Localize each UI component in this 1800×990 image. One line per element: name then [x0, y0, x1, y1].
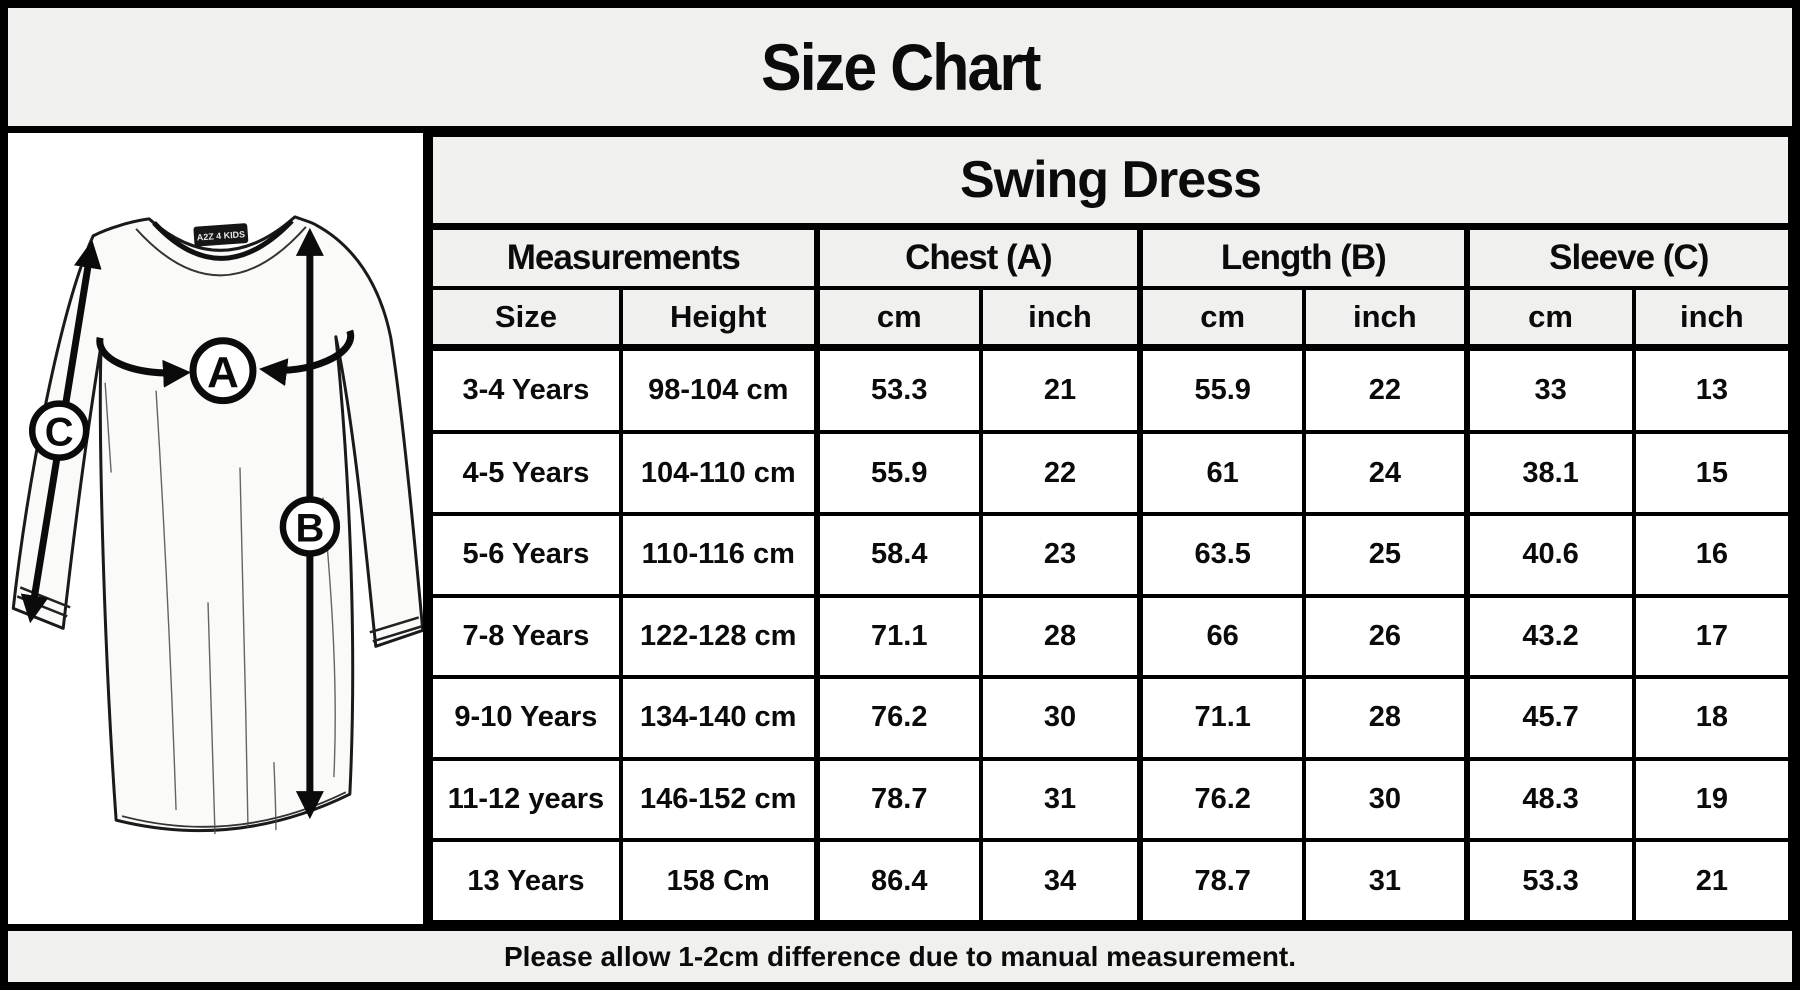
- value-cell: 86.4: [813, 838, 983, 924]
- value-cell: 30: [978, 675, 1143, 761]
- value-cell: 18: [1631, 675, 1793, 761]
- group-header-measurements: Measurements: [429, 224, 819, 290]
- table-row: 9-10 Years 134-140 cm 76.2 30 71.1 28 45.7 18: [429, 675, 1793, 761]
- value-cell: 63.5: [1137, 512, 1307, 598]
- main-area: A2Z 4 KIDS A: [8, 133, 1793, 924]
- size-table-section: Swing Dress Measurements Chest (A) Length …: [429, 133, 1793, 924]
- size-cell: 7-8 Years: [429, 593, 623, 680]
- value-cell: 26: [1302, 593, 1469, 680]
- height-cell: 110-116 cm: [618, 512, 819, 598]
- value-cell: 45.7: [1463, 675, 1636, 761]
- size-cell: 9-10 Years: [429, 675, 623, 761]
- dress-sketch: A2Z 4 KIDS A: [11, 215, 423, 835]
- page-title: Size Chart: [760, 30, 1041, 104]
- value-cell: 55.9: [813, 430, 983, 516]
- size-cell: 3-4 Years: [429, 345, 623, 435]
- height-cell: 122-128 cm: [618, 593, 819, 680]
- value-cell: 16: [1631, 512, 1793, 598]
- dress-illustration-panel: A2Z 4 KIDS A: [8, 133, 429, 924]
- value-cell: 38.1: [1463, 430, 1636, 516]
- value-cell: 66: [1137, 593, 1307, 680]
- sub-header-size-0: Size: [429, 286, 623, 351]
- value-cell: 22: [978, 430, 1143, 516]
- value-cell: 21: [978, 345, 1143, 435]
- height-cell: 104-110 cm: [618, 430, 819, 516]
- value-cell: 31: [978, 756, 1143, 843]
- footer-note: Please allow 1-2cm difference due to man…: [8, 924, 1792, 982]
- length-marker: B: [279, 496, 341, 557]
- value-cell: 33: [1463, 345, 1636, 435]
- value-cell: 71.1: [1137, 675, 1307, 761]
- value-cell: 21: [1631, 838, 1793, 924]
- value-cell: 13: [1631, 345, 1793, 435]
- footer-note-text: Please allow 1-2cm difference due to man…: [503, 940, 1297, 972]
- group-header-row: Measurements Chest (A) Length (B) Sleeve (C…: [429, 224, 1792, 290]
- value-cell: 53.3: [1463, 838, 1636, 924]
- value-cell: 61: [1137, 430, 1307, 516]
- size-cell: 13 Years: [429, 838, 623, 924]
- chest-marker: A: [189, 337, 257, 405]
- value-cell: 24: [1302, 430, 1469, 516]
- value-cell: 30: [1302, 756, 1469, 843]
- group-header-chest-a: Chest (A): [813, 224, 1143, 290]
- table-row: 5-6 Years 110-116 cm 58.4 23 63.5 25 40.6 16: [429, 512, 1793, 598]
- product-title-row: Swing Dress: [429, 133, 1792, 230]
- value-cell: 28: [1302, 675, 1469, 761]
- value-cell: 76.2: [1137, 756, 1307, 843]
- value-cell: 28: [978, 593, 1143, 680]
- value-cell: 25: [1302, 512, 1469, 598]
- value-cell: 58.4: [813, 512, 983, 598]
- group-header-sleeve-c: Sleeve (C): [1463, 224, 1792, 290]
- value-cell: 40.6: [1463, 512, 1636, 598]
- size-table: Swing Dress Measurements Chest (A) Length …: [429, 133, 1793, 924]
- value-cell: 17: [1631, 593, 1793, 680]
- group-header-length-b: Length (B): [1137, 224, 1469, 290]
- table-row: 4-5 Years 104-110 cm 55.9 22 61 24 38.1 15: [429, 430, 1793, 516]
- neck-tag: A2Z 4 KIDS: [193, 223, 249, 247]
- value-cell: 22: [1302, 345, 1469, 435]
- table-row: 3-4 Years 98-104 cm 53.3 21 55.9 22 33 13: [429, 345, 1793, 435]
- size-cell: 4-5 Years: [429, 430, 623, 516]
- dress-outline: [11, 215, 423, 835]
- chest-arrow: [96, 329, 355, 388]
- table-row: 7-8 Years 122-128 cm 71.1 28 66 26 43.2 17: [429, 593, 1793, 680]
- sub-header-cm-2: cm: [813, 286, 983, 351]
- value-cell: 76.2: [813, 675, 983, 761]
- height-cell: 158 Cm: [618, 838, 819, 924]
- value-cell: 71.1: [813, 593, 983, 680]
- neck-tag-text: A2Z 4 KIDS: [196, 229, 245, 242]
- value-cell: 15: [1631, 430, 1793, 516]
- height-cell: 134-140 cm: [618, 675, 819, 761]
- size-cell: 5-6 Years: [429, 512, 623, 598]
- sleeve-marker-label: C: [45, 411, 74, 455]
- sub-header-inch-5: inch: [1302, 286, 1469, 351]
- length-marker-label: B: [295, 507, 324, 551]
- value-cell: 48.3: [1463, 756, 1636, 843]
- value-cell: 23: [978, 512, 1143, 598]
- sub-header-cm-6: cm: [1463, 286, 1636, 351]
- value-cell: 43.2: [1463, 593, 1636, 680]
- value-cell: 31: [1302, 838, 1469, 924]
- table-row: 13 Years 158 Cm 86.4 34 78.7 31 53.3 21: [429, 838, 1793, 924]
- value-cell: 55.9: [1137, 345, 1307, 435]
- sub-header-inch-3: inch: [978, 286, 1143, 351]
- table-row: 11-12 years 146-152 cm 78.7 31 76.2 30 48.3 19: [429, 756, 1793, 843]
- value-cell: 19: [1631, 756, 1793, 843]
- chest-marker-label: A: [207, 348, 239, 397]
- value-cell: 53.3: [813, 345, 983, 435]
- sub-header-cm-4: cm: [1137, 286, 1307, 351]
- height-cell: 146-152 cm: [618, 756, 819, 843]
- title-banner: Size Chart: [8, 8, 1792, 133]
- value-cell: 78.7: [1137, 838, 1307, 924]
- sleeve-marker: C: [28, 400, 90, 461]
- value-cell: 34: [978, 838, 1143, 924]
- sub-header-row: Size Height cm inch cm inch cm inch: [429, 286, 1793, 351]
- product-title: Swing Dress: [429, 133, 1792, 230]
- size-cell: 11-12 years: [429, 756, 623, 843]
- value-cell: 78.7: [813, 756, 983, 843]
- height-cell: 98-104 cm: [618, 345, 819, 435]
- sub-header-height-1: Height: [618, 286, 819, 351]
- sub-header-inch-7: inch: [1631, 286, 1793, 351]
